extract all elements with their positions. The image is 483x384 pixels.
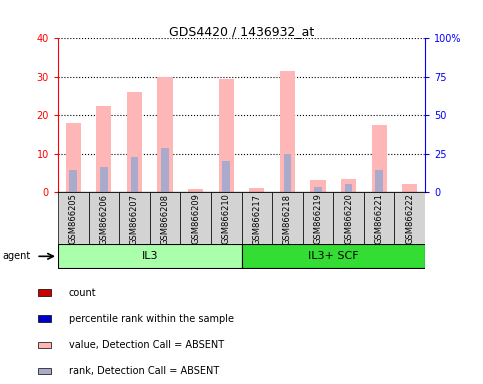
Bar xyxy=(188,189,203,192)
Text: GSM866209: GSM866209 xyxy=(191,194,200,245)
Bar xyxy=(314,187,322,192)
Bar xyxy=(38,316,51,322)
Bar xyxy=(219,79,234,192)
Bar xyxy=(157,77,173,192)
Bar xyxy=(364,192,395,244)
Text: GSM866217: GSM866217 xyxy=(252,194,261,245)
Bar xyxy=(303,192,333,244)
Text: GSM866206: GSM866206 xyxy=(99,194,108,245)
Bar xyxy=(280,71,295,192)
Text: value, Detection Call = ABSENT: value, Detection Call = ABSENT xyxy=(69,340,224,350)
Bar xyxy=(38,368,51,374)
Bar xyxy=(333,192,364,244)
Bar xyxy=(38,342,51,348)
Text: GDS4420 / 1436932_at: GDS4420 / 1436932_at xyxy=(169,25,314,38)
Text: IL3+ SCF: IL3+ SCF xyxy=(308,251,358,262)
Bar xyxy=(127,92,142,192)
Bar xyxy=(38,290,51,296)
Bar xyxy=(150,192,180,244)
Text: GSM866218: GSM866218 xyxy=(283,194,292,245)
Text: GSM866205: GSM866205 xyxy=(69,194,78,245)
Text: rank, Detection Call = ABSENT: rank, Detection Call = ABSENT xyxy=(69,366,219,376)
Text: GSM866221: GSM866221 xyxy=(375,194,384,245)
Bar xyxy=(66,123,81,192)
Bar xyxy=(70,170,77,192)
Text: IL3: IL3 xyxy=(142,251,158,262)
Bar xyxy=(161,148,169,192)
Bar xyxy=(242,192,272,244)
Bar xyxy=(341,179,356,192)
Text: GSM866210: GSM866210 xyxy=(222,194,231,245)
Text: GSM866220: GSM866220 xyxy=(344,194,353,245)
Text: GSM866222: GSM866222 xyxy=(405,194,414,245)
Text: percentile rank within the sample: percentile rank within the sample xyxy=(69,314,234,324)
Bar xyxy=(211,192,242,244)
Bar xyxy=(222,161,230,192)
Bar xyxy=(284,154,291,192)
Bar xyxy=(311,180,326,192)
Bar xyxy=(58,244,242,268)
Bar xyxy=(58,192,88,244)
Bar xyxy=(180,192,211,244)
Bar xyxy=(96,106,112,192)
Text: agent: agent xyxy=(2,251,30,262)
Text: count: count xyxy=(69,288,96,298)
Bar xyxy=(371,125,387,192)
Bar xyxy=(345,184,353,192)
Bar xyxy=(402,184,417,192)
Text: GSM866208: GSM866208 xyxy=(160,194,170,245)
Bar xyxy=(130,157,138,192)
Bar xyxy=(119,192,150,244)
Text: GSM866207: GSM866207 xyxy=(130,194,139,245)
Bar xyxy=(88,192,119,244)
Text: GSM866219: GSM866219 xyxy=(313,194,323,245)
Bar xyxy=(395,192,425,244)
Bar xyxy=(272,192,303,244)
Bar xyxy=(249,188,265,192)
Bar xyxy=(375,170,383,192)
Bar xyxy=(100,167,108,192)
Bar xyxy=(242,244,425,268)
